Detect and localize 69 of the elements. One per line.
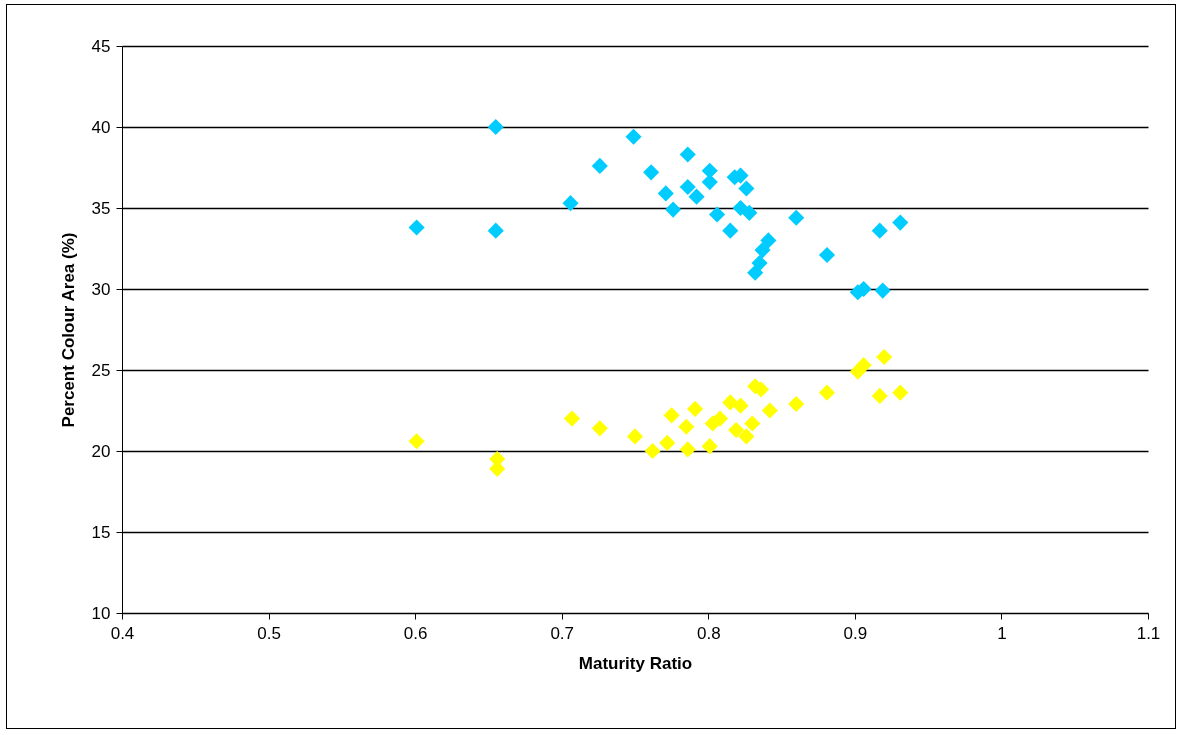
- point: [665, 201, 682, 218]
- x-tick-label: 0.7: [550, 623, 575, 643]
- point: [788, 395, 805, 413]
- x-tick-label: 0.4: [110, 623, 135, 643]
- point: [751, 255, 768, 272]
- point: [709, 206, 726, 223]
- y-tick-label: 45: [91, 36, 111, 56]
- point: [738, 180, 755, 197]
- point: [678, 418, 695, 435]
- x-tick-label: 1: [997, 623, 1007, 643]
- point: [892, 384, 909, 401]
- point: [562, 195, 579, 212]
- point: [818, 246, 836, 264]
- x-axis-title: Maturity Ratio: [578, 653, 693, 673]
- point: [679, 146, 696, 163]
- point: [892, 214, 909, 231]
- point: [487, 222, 504, 239]
- y-axis-title: Percent Colour Area (%): [58, 232, 78, 428]
- x-tick-label: 0.9: [843, 623, 868, 643]
- point: [643, 164, 660, 181]
- point: [663, 407, 680, 424]
- point: [760, 232, 777, 249]
- point: [722, 222, 739, 239]
- point: [687, 400, 704, 417]
- point: [741, 204, 758, 221]
- point: [644, 442, 661, 460]
- point: [818, 384, 836, 401]
- point: [876, 348, 893, 366]
- point: [761, 402, 778, 419]
- point: [679, 178, 696, 195]
- point: [747, 264, 764, 281]
- point: [744, 415, 761, 432]
- point: [657, 185, 674, 202]
- point: [728, 421, 745, 438]
- point: [738, 428, 755, 445]
- point: [563, 410, 581, 427]
- point: [732, 397, 749, 414]
- x-tick-label: 0.6: [403, 623, 428, 643]
- point: [408, 219, 425, 236]
- point: [855, 357, 872, 374]
- point: [679, 441, 696, 458]
- x-tick-label: 0.8: [696, 623, 721, 643]
- point: [591, 157, 608, 174]
- y-tick-label: 10: [91, 603, 111, 623]
- y-tick-label: 35: [91, 198, 111, 218]
- point: [711, 410, 729, 427]
- point: [701, 174, 718, 191]
- y-tick-label: 25: [91, 360, 111, 380]
- point: [626, 428, 644, 445]
- point: [871, 222, 888, 239]
- y-tick-label: 20: [91, 441, 111, 461]
- point: [754, 242, 771, 259]
- x-tick-label: 0.5: [257, 623, 281, 643]
- y-tick-label: 30: [91, 279, 111, 299]
- point: [591, 420, 608, 437]
- point: [487, 118, 504, 136]
- point: [659, 434, 676, 451]
- point: [871, 387, 888, 404]
- y-tick-label: 40: [91, 117, 111, 137]
- y-tick-label: 15: [91, 522, 111, 542]
- x-tick-label: 1.1: [1136, 623, 1161, 643]
- point: [701, 438, 718, 455]
- point: [688, 188, 705, 205]
- point: [701, 162, 718, 179]
- point: [722, 394, 739, 411]
- point: [408, 433, 425, 450]
- point: [874, 282, 891, 299]
- point: [788, 209, 805, 226]
- point: [625, 128, 642, 145]
